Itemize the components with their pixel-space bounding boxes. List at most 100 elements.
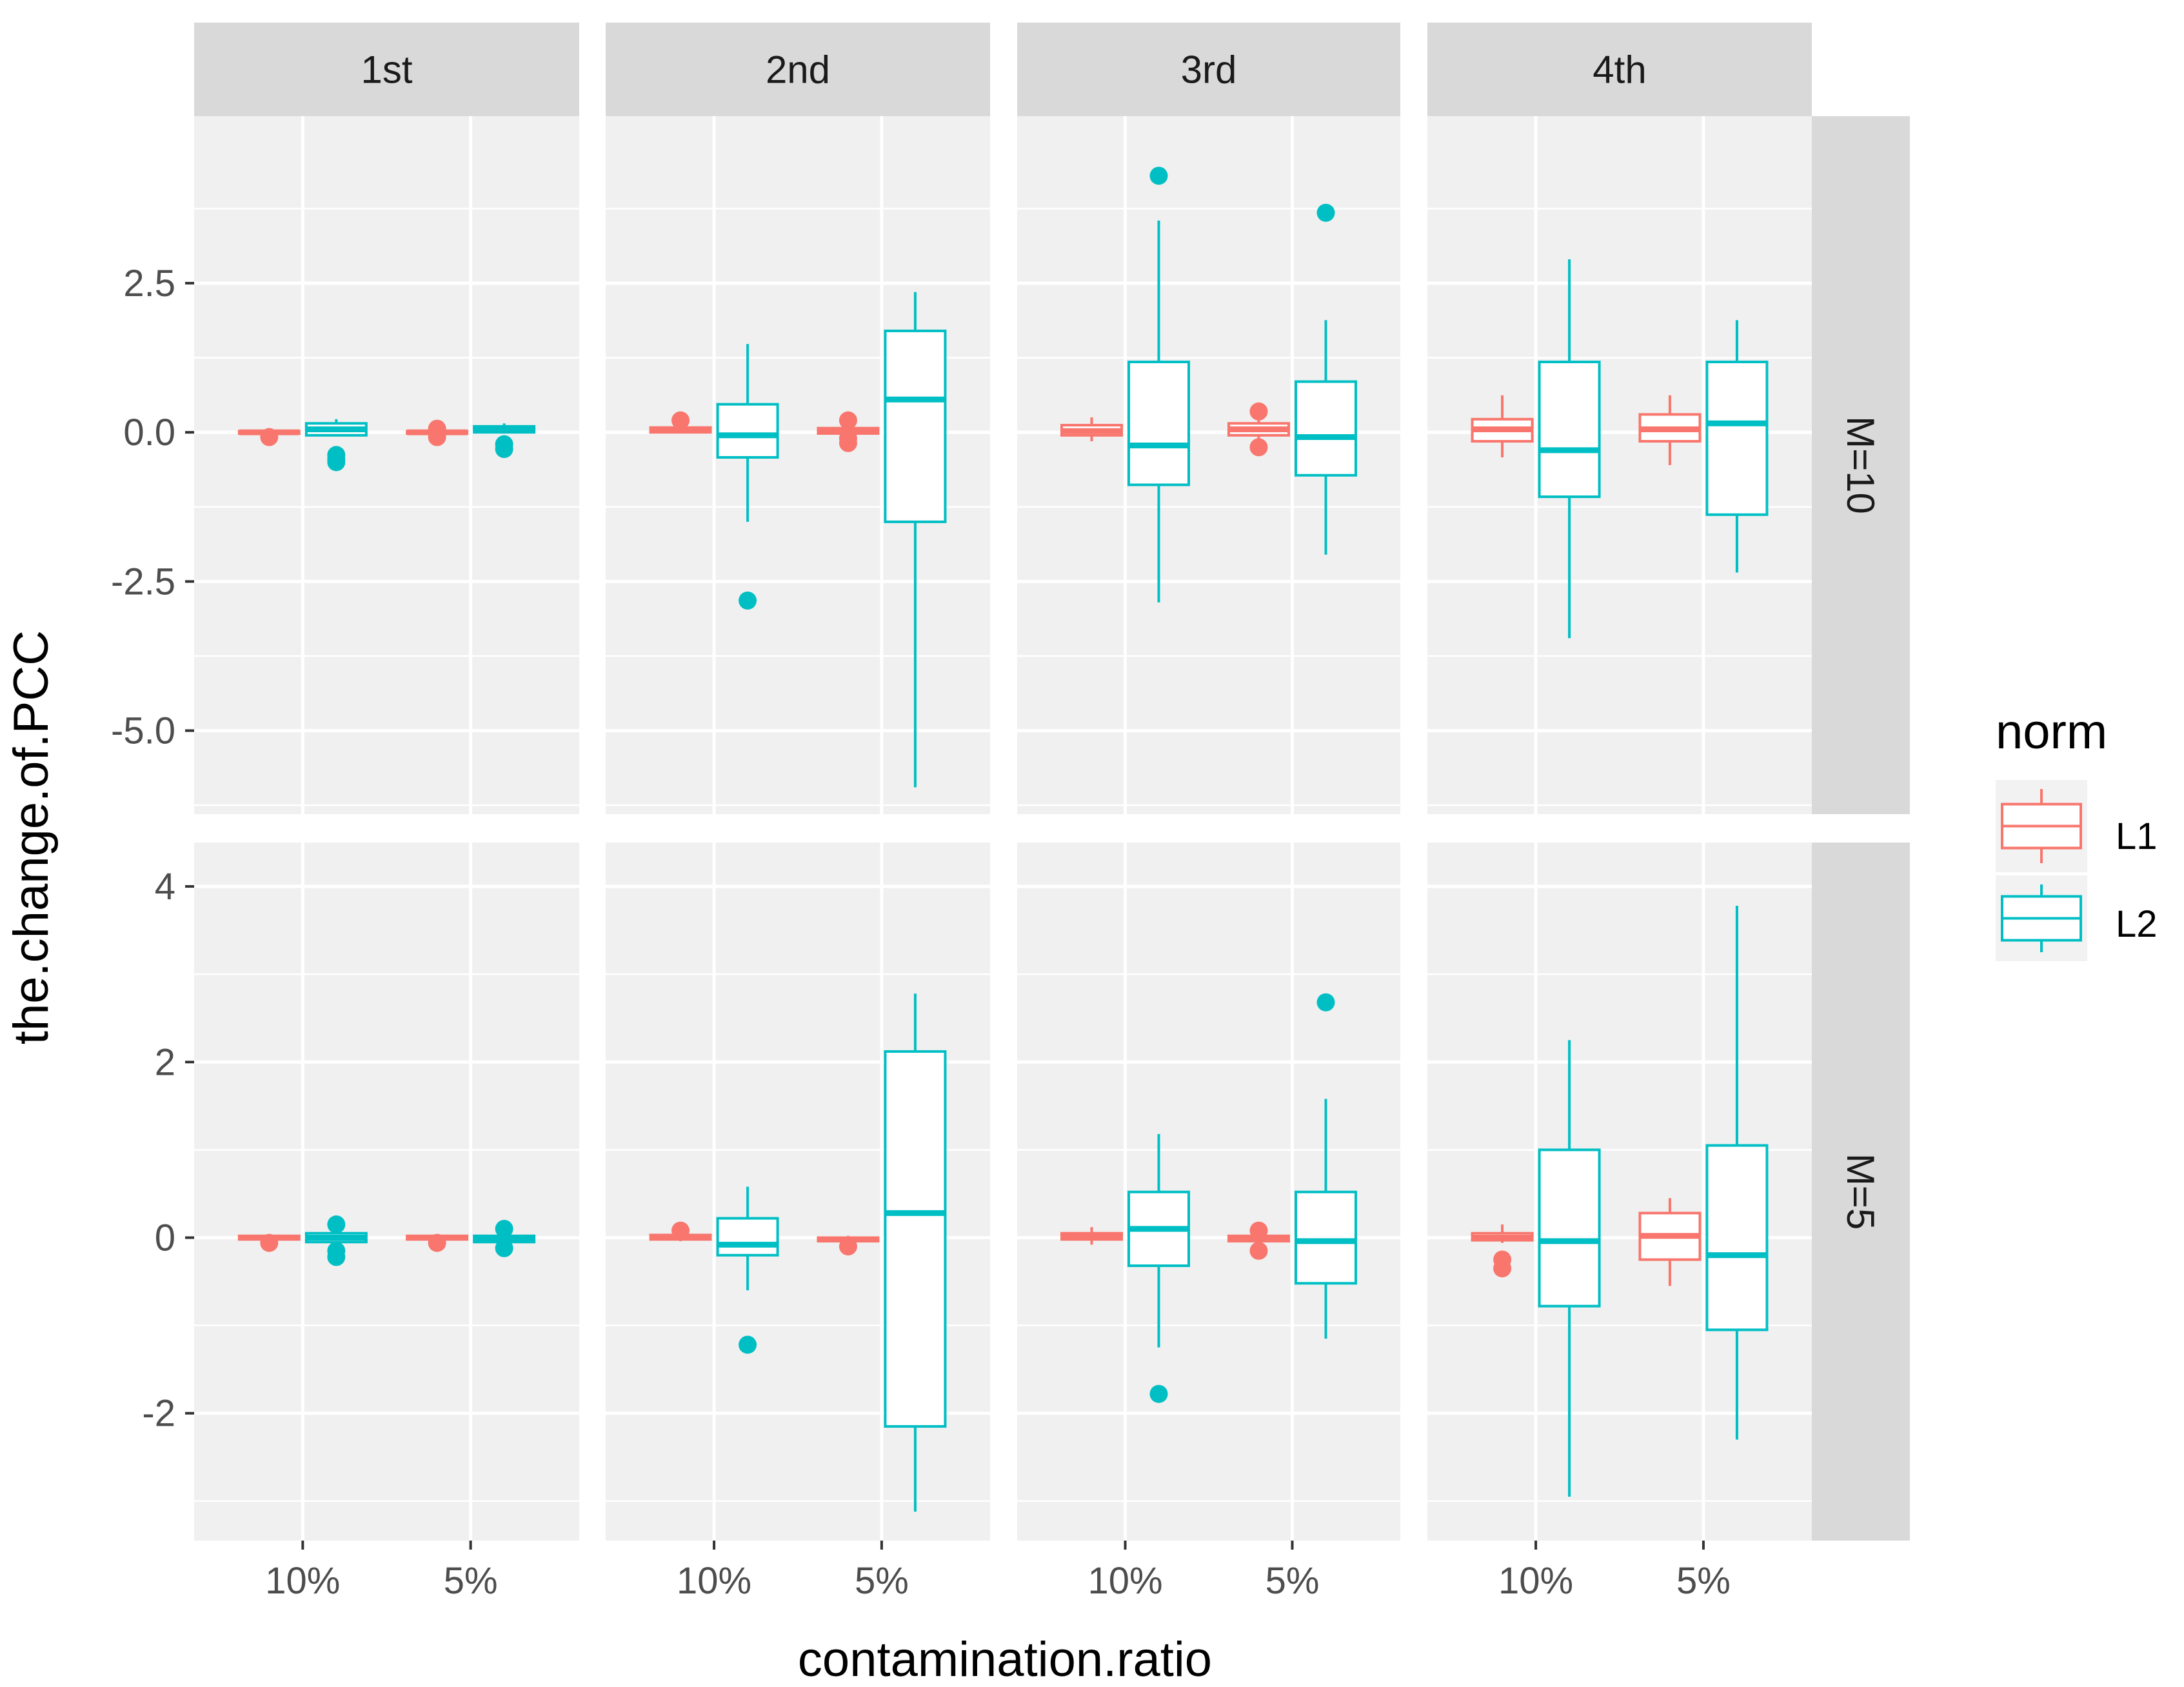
box-10%-L2 — [1538, 259, 1601, 639]
box-10%-L1 — [1471, 1224, 1534, 1278]
panel-background — [194, 116, 579, 814]
box-10%-L1 — [1060, 417, 1124, 442]
x-tick-label: 5% — [444, 1560, 498, 1602]
box-5%-L1 — [1638, 1198, 1702, 1286]
box-5%-L1 — [817, 1235, 880, 1256]
box-10%-L1 — [649, 411, 712, 434]
panel-M=5-3rd — [1017, 843, 1400, 1541]
box-10%-L2 — [1127, 1133, 1191, 1403]
legend-label-l2: L2 — [2116, 903, 2158, 945]
box-10%-L2 — [304, 1215, 368, 1266]
box-5%-L1 — [406, 419, 469, 446]
outlier-point — [1149, 1384, 1168, 1403]
outlier-point — [739, 591, 757, 610]
outlier-point — [1149, 166, 1168, 185]
outlier-point — [327, 453, 346, 472]
outlier-point — [1249, 1241, 1268, 1260]
box-body — [1538, 1148, 1601, 1308]
outlier-point — [839, 1237, 857, 1256]
row-strip-label: M=5 — [1839, 1153, 1882, 1230]
panel-M=5-4th — [1427, 843, 1812, 1541]
outlier-point — [839, 411, 857, 430]
y-tick-label: 2 — [155, 1041, 175, 1083]
box-5%-L2 — [1705, 905, 1769, 1440]
box-10%-L2 — [716, 344, 779, 610]
column-strip-3rd — [1017, 23, 1400, 116]
box-10%-L1 — [1471, 395, 1534, 457]
column-strip-4th — [1427, 23, 1812, 116]
outlier-point — [671, 411, 690, 430]
outlier-point — [495, 440, 513, 459]
box-5%-L2 — [884, 993, 947, 1512]
panel-content — [1017, 843, 1400, 1541]
column-strip-label: 1st — [361, 48, 412, 92]
box-5%-L1 — [1227, 402, 1290, 457]
panel-M=10-3rd — [1017, 116, 1400, 814]
y-tick-label: 0.0 — [123, 412, 175, 454]
y-tick-label: -2 — [142, 1393, 175, 1435]
legend-keys — [1996, 780, 2087, 961]
y-tick-label: 2.5 — [123, 263, 175, 304]
panel-content — [606, 116, 990, 814]
column-strip-label: 4th — [1593, 48, 1646, 92]
outlier-point — [1316, 203, 1335, 222]
box-5%-L2 — [473, 1219, 536, 1257]
box-body — [1294, 380, 1357, 477]
box-5%-L2 — [884, 292, 947, 788]
panel-content — [606, 843, 990, 1541]
box-body — [1538, 361, 1601, 499]
legend: norm L1 L2 — [1996, 704, 2158, 961]
column-strip-label: 2nd — [766, 48, 830, 92]
box-body — [716, 403, 779, 459]
outlier-point — [428, 1233, 446, 1252]
outlier-point — [260, 428, 279, 446]
box-5%-L1 — [406, 1233, 469, 1252]
box-10%-L2 — [1538, 1040, 1601, 1497]
panel-M=10-2nd — [606, 116, 990, 814]
panel-content — [194, 116, 579, 814]
box-body — [1705, 361, 1769, 516]
box-body — [1294, 1190, 1357, 1285]
x-tick-label: 5% — [1676, 1560, 1731, 1602]
legend-label-l1: L1 — [2116, 815, 2158, 857]
y-tick-label: 0 — [155, 1217, 175, 1259]
strips-layer: 1st 2nd 3rd 4th M=10 M=5 — [194, 23, 1910, 1541]
box-10%-L2 — [716, 1186, 779, 1354]
box-body — [884, 1050, 947, 1428]
x-tick-label: 10% — [1087, 1560, 1162, 1602]
x-axis-title: contamination.ratio — [798, 1632, 1212, 1687]
legend-key-L2 — [1996, 875, 2087, 961]
x-tick-label: 10% — [265, 1560, 340, 1602]
panel-M=5-1st — [194, 843, 579, 1541]
box-10%-L1 — [237, 1233, 301, 1252]
box-10%-L2 — [304, 419, 368, 472]
x-tick-label: 10% — [677, 1560, 751, 1602]
column-strip-2nd — [606, 23, 990, 116]
row-strip-M=10 — [1812, 116, 1910, 814]
outlier-point — [327, 1248, 346, 1266]
column-strip-label: 3rd — [1181, 48, 1237, 92]
box-body — [1127, 361, 1191, 486]
x-tick-label: 5% — [855, 1560, 909, 1602]
box-5%-L1 — [1638, 395, 1702, 465]
box-10%-L1 — [649, 1221, 712, 1241]
outlier-point — [739, 1335, 757, 1354]
y-axis-title: the.change.of.PCC — [4, 630, 59, 1044]
box-5%-L2 — [473, 423, 536, 459]
outlier-point — [495, 1219, 513, 1238]
legend-title: norm — [1996, 704, 2107, 759]
outlier-point — [327, 1215, 346, 1234]
panel-M=10-1st — [194, 116, 579, 814]
panel-content — [1017, 116, 1400, 814]
panel-content — [1427, 843, 1812, 1541]
panels-layer — [194, 116, 1812, 1541]
panel-content — [194, 843, 579, 1541]
box-5%-L1 — [817, 411, 880, 452]
box-5%-L2 — [1294, 993, 1357, 1339]
y-tick-label: 4 — [155, 866, 175, 908]
box-5%-L2 — [1294, 203, 1357, 555]
outlier-point — [671, 1221, 690, 1240]
legend-key-L1 — [1996, 780, 2087, 872]
box-body — [1705, 1144, 1769, 1332]
